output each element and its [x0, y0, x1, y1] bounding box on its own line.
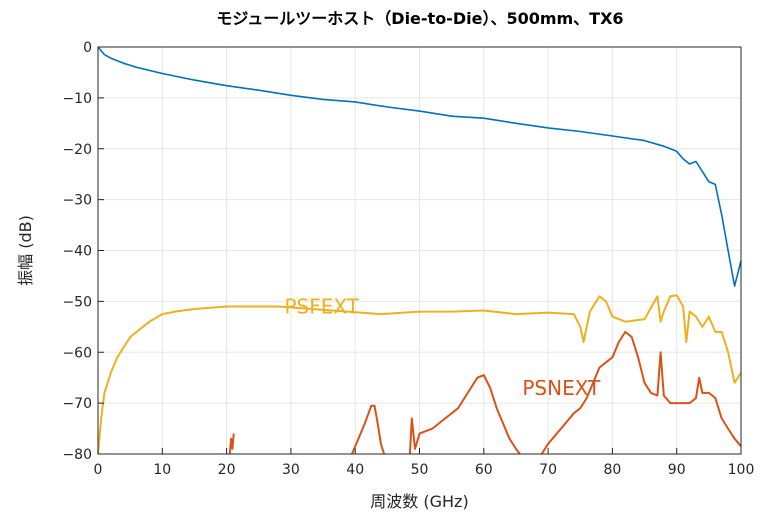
- x-tick-label: 20: [218, 462, 236, 478]
- x-tick-label: 40: [346, 462, 364, 478]
- psfext-annotation: PSFEXT: [284, 294, 359, 318]
- axis-ticks: 0 10 20 30 40 50 60 70 80 90 100 0 −10 −20 −30 −40 −50 −6…: [62, 40, 754, 478]
- x-tick-label: 100: [728, 462, 755, 478]
- psnext-line: [408, 374, 521, 455]
- psnext-line: [540, 330, 742, 455]
- insertion_loss-line: [97, 46, 742, 287]
- y-tick-label: −20: [62, 142, 92, 158]
- y-tick-label: −70: [62, 396, 92, 412]
- psnext-line: [228, 433, 235, 455]
- x-tick-label: 0: [94, 462, 103, 478]
- psnext-annotation: PSNEXT: [522, 376, 601, 400]
- y-tick-label: −60: [62, 345, 92, 361]
- y-tick-label: −80: [62, 447, 92, 463]
- x-tick-label: 60: [475, 462, 493, 478]
- chart-title: モジュールツーホスト（Die-to-Die）、500mm、TX6: [216, 9, 623, 28]
- series-layer: [97, 46, 742, 455]
- x-axis-label: 周波数 (GHz): [370, 492, 468, 511]
- y-tick-label: −40: [62, 244, 92, 260]
- y-tick-label: −50: [62, 294, 92, 310]
- x-tick-label: 50: [411, 462, 429, 478]
- x-tick-label: 80: [603, 462, 621, 478]
- psfext-line: [97, 294, 742, 455]
- y-tick-label: −30: [62, 193, 92, 209]
- x-tick-label: 70: [539, 462, 557, 478]
- x-tick-label: 30: [282, 462, 300, 478]
- x-tick-label: 10: [153, 462, 171, 478]
- psnext-line: [351, 404, 386, 455]
- y-tick-label: −10: [62, 91, 92, 107]
- x-tick-label: 90: [668, 462, 686, 478]
- y-tick-label: 0: [83, 40, 92, 56]
- y-axis-label: 振幅 (dB): [16, 215, 35, 286]
